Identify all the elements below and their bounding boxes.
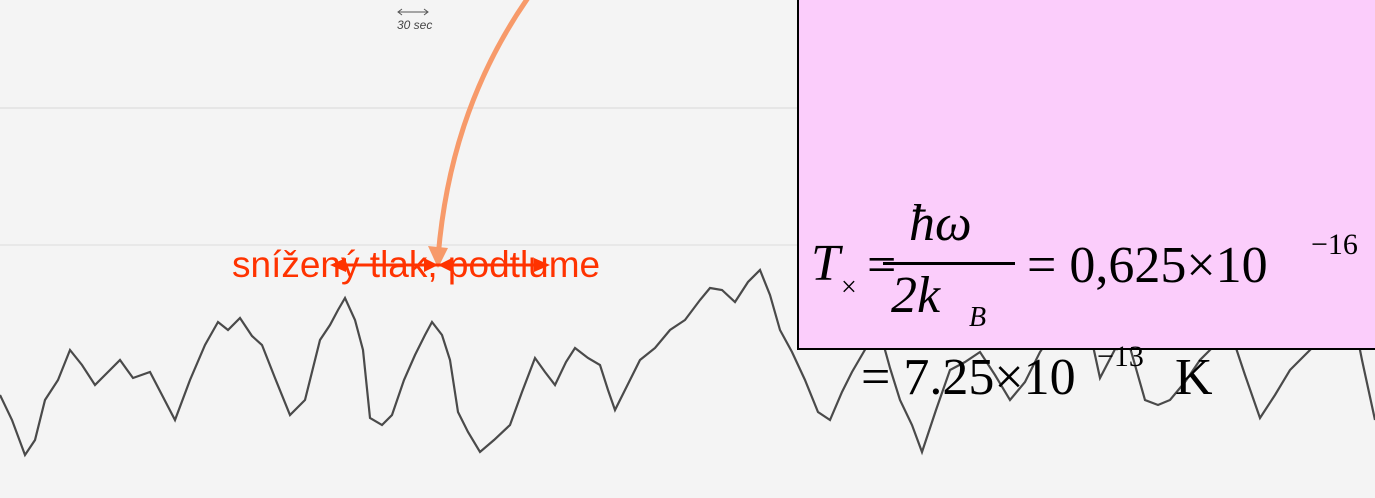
- formula-result-2-unit: K: [1175, 348, 1213, 407]
- formula-result-1: = 0,625×10: [1027, 236, 1268, 295]
- fraction-line: [883, 262, 1015, 265]
- formula-box: T × = ħω 2k B = 0,625×10 −16 = 7.25×10 −…: [797, 0, 1375, 350]
- formula-denominator-sub: B: [969, 302, 986, 334]
- formula-result-2-exp: −13: [1097, 340, 1144, 374]
- formula-result-2: = 7.25×10: [861, 348, 1076, 407]
- formula-numerator: ħω: [909, 194, 972, 253]
- formula-lhs: T: [811, 234, 840, 293]
- slide: 30 sec snížený tlak, podtlume T × = ħω 2…: [0, 0, 1375, 498]
- formula-lhs-sub: ×: [841, 272, 857, 304]
- formula-denominator: 2k: [891, 266, 940, 325]
- annotation: snížený tlak, podtlume: [232, 244, 600, 286]
- formula-result-1-exp: −16: [1311, 228, 1358, 262]
- scale-label: 30 sec: [397, 18, 432, 32]
